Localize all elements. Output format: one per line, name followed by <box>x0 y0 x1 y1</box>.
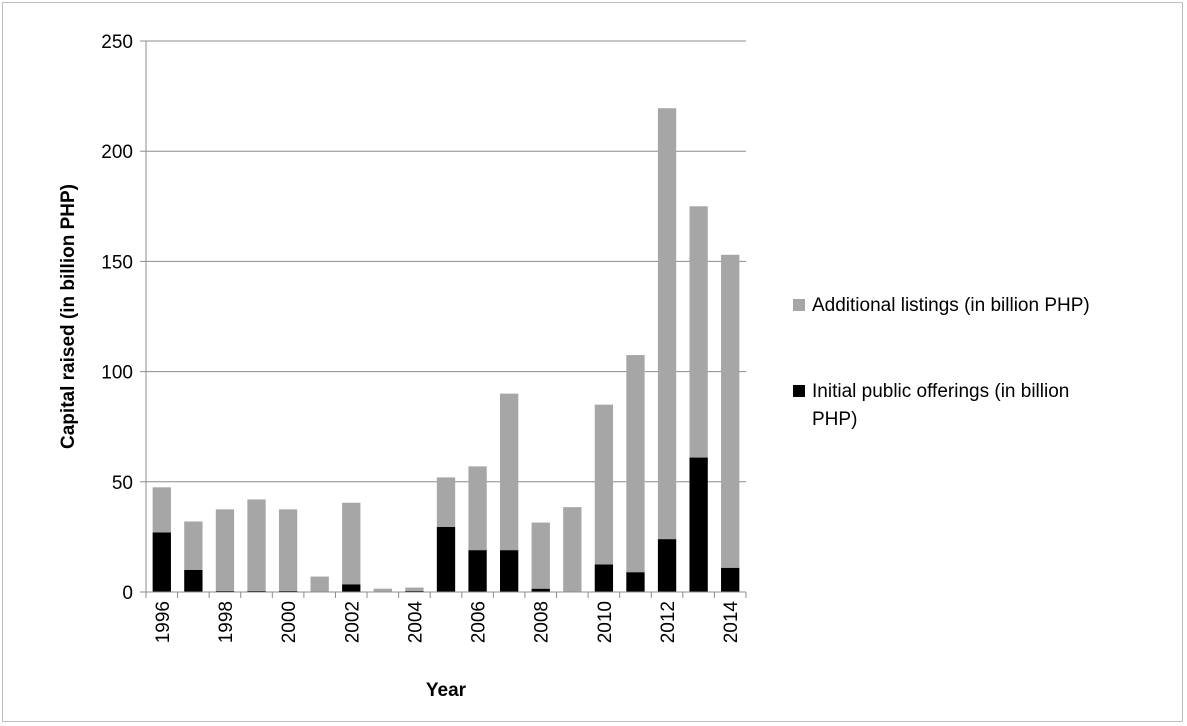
legend-label-line-0-0: Additional listings (in billion PHP) <box>812 295 1090 316</box>
bar-ipo-1999 <box>247 590 266 592</box>
bar-additional-2006 <box>468 466 487 551</box>
bar-ipo-2011 <box>626 572 645 592</box>
bar-ipo-1996 <box>152 532 171 592</box>
x-tick-label-1996: 1996 <box>153 601 174 643</box>
bar-ipo-1998 <box>215 590 235 592</box>
x-tick-label-2000: 2000 <box>279 601 300 643</box>
bar-additional-2014 <box>721 254 740 568</box>
bar-additional-2013 <box>689 206 708 458</box>
y-tick-label-250: 250 <box>101 32 133 53</box>
bar-ipo-2004 <box>405 590 424 592</box>
bar-additional-2009 <box>563 507 582 592</box>
bar-ipo-2010 <box>594 564 614 592</box>
y-tick-label-100: 100 <box>101 363 133 384</box>
x-tick-label-2006: 2006 <box>469 601 490 643</box>
bar-ipo-2007 <box>500 550 519 592</box>
y-tick-label-200: 200 <box>101 142 133 163</box>
legend-swatch-1 <box>793 385 805 397</box>
bar-additional-2012 <box>657 108 677 540</box>
legend-label-line-1-0: Initial public offerings (in billion <box>812 381 1069 402</box>
bar-ipo-2012 <box>657 539 677 592</box>
legend-swatch-0 <box>793 299 805 311</box>
bar-additional-2001 <box>310 576 329 592</box>
y-tick-label-50: 50 <box>112 473 133 494</box>
legend-label-1: Initial public offerings (in billion PHP) <box>812 381 1069 430</box>
bar-additional-2011 <box>626 355 645 573</box>
bar-additional-2008 <box>531 522 550 589</box>
x-tick-label-2010: 2010 <box>595 601 616 643</box>
y-tick-label-0: 0 <box>122 583 133 604</box>
bar-additional-2005 <box>436 477 456 527</box>
bar-ipo-2008 <box>531 588 550 592</box>
bar-ipo-2013 <box>689 457 708 592</box>
x-tick-label-1998: 1998 <box>216 601 237 643</box>
x-tick-label-2014: 2014 <box>721 601 742 644</box>
bar-ipo-2000 <box>278 590 298 592</box>
legend-label-0: Additional listings (in billion PHP) <box>812 295 1090 316</box>
x-tick-label-2004: 2004 <box>405 601 426 644</box>
bar-ipo-1997 <box>184 569 203 592</box>
bar-additional-1996 <box>152 487 171 533</box>
bar-additional-2004 <box>405 587 424 591</box>
bar-additional-2002 <box>342 502 361 585</box>
legend-label-line-1-1: PHP) <box>812 409 857 430</box>
bar-additional-2007 <box>500 393 519 551</box>
bar-ipo-2006 <box>468 550 487 592</box>
bar-chart: 0 50 100 150 200 250 1996 1998 2000 2002 2004 2006 2… <box>58 32 1090 701</box>
bar-additional-2010 <box>594 404 614 565</box>
bar-additional-2000 <box>278 509 298 591</box>
bar-additional-2003 <box>373 588 392 592</box>
bar-ipo-2005 <box>436 526 456 592</box>
bar-additional-1997 <box>184 521 203 570</box>
x-tick-label-2008: 2008 <box>532 601 553 643</box>
bar-additional-1999 <box>247 499 266 591</box>
x-tick-label-2002: 2002 <box>342 601 363 643</box>
x-tick-label-2012: 2012 <box>658 601 679 643</box>
y-axis-title: Capital raised (in billion PHP) <box>58 184 79 449</box>
bar-additional-1998 <box>215 509 235 591</box>
bar-ipo-2002 <box>342 584 361 592</box>
y-tick-label-150: 150 <box>101 252 133 273</box>
x-axis-title: Year <box>426 680 467 701</box>
bar-ipo-2014 <box>721 567 740 592</box>
